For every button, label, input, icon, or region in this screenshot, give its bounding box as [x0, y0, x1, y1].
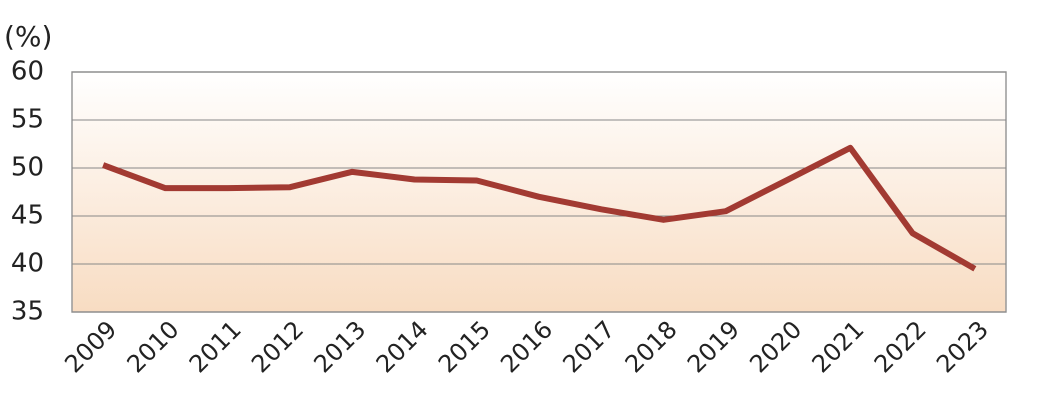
x-tick-label: 2017	[557, 315, 620, 378]
x-tick-label: 2010	[122, 315, 185, 378]
plot-area	[71, 71, 1007, 313]
x-tick-label: 2020	[744, 315, 807, 378]
x-tick-label: 2012	[246, 315, 309, 378]
y-tick-label: 40	[11, 249, 44, 279]
x-tick-label: 2021	[807, 315, 870, 378]
y-tick-label: 50	[11, 153, 44, 183]
x-tick-label: 2019	[682, 315, 745, 378]
x-tick-label: 2023	[931, 315, 994, 378]
y-axis-label: (%)	[4, 20, 52, 53]
x-tick-label: 2013	[308, 315, 371, 378]
y-tick-label: 55	[11, 105, 44, 135]
x-tick-label: 2015	[433, 315, 496, 378]
x-tick-label: 2014	[371, 315, 434, 378]
data-line	[102, 144, 977, 272]
y-tick-label: 35	[11, 297, 44, 327]
x-tick-label: 2011	[184, 315, 247, 378]
x-tick-label: 2022	[869, 315, 932, 378]
x-tick-label: 2009	[59, 315, 122, 378]
x-tick-label: 2018	[620, 315, 683, 378]
x-tick-label: 2016	[495, 315, 558, 378]
y-tick-label: 60	[11, 57, 44, 87]
y-tick-label: 45	[11, 201, 44, 231]
